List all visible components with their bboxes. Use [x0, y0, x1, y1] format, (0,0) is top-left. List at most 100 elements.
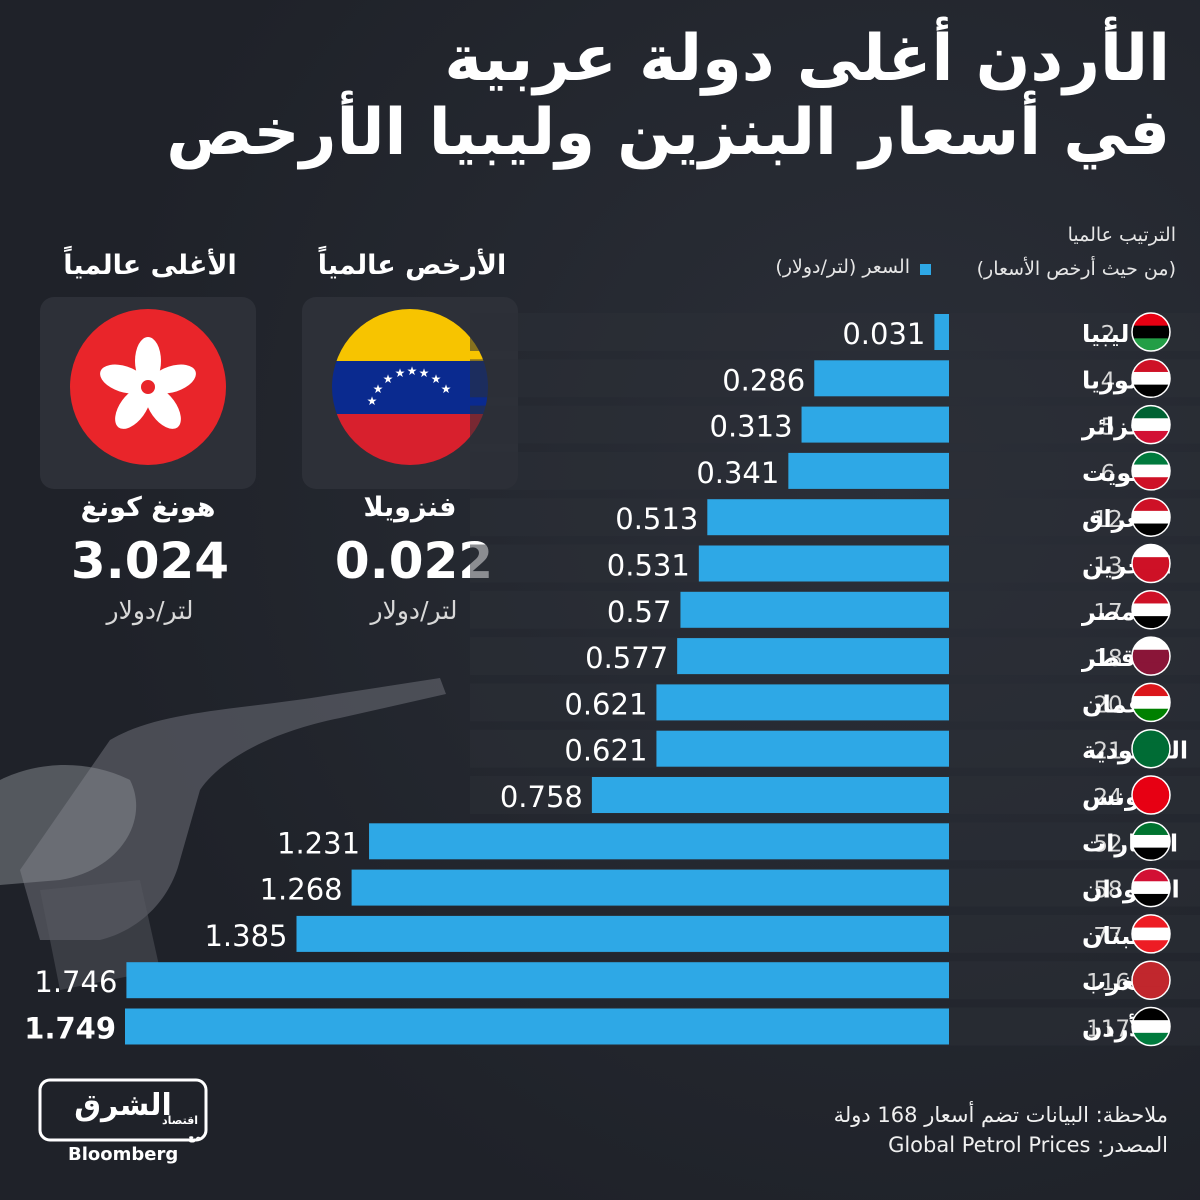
cheapest-unit: لتر/دولار: [370, 596, 458, 625]
value-label: 0.031: [842, 317, 925, 351]
category-label: مصر: [1081, 598, 1135, 626]
svg-text:★: ★: [395, 366, 406, 380]
flag-ring: [1131, 867, 1171, 908]
flag-ring: [1131, 821, 1171, 862]
bar: [814, 360, 949, 397]
expensive-unit: لتر/دولار: [106, 596, 194, 625]
rank-label: 12: [1093, 507, 1122, 533]
hong-kong-flag-icon: [70, 309, 226, 465]
svg-text:★: ★: [407, 364, 418, 378]
flag-ring: [1131, 451, 1171, 491]
bar: [591, 777, 949, 813]
legend-price-label: السعر (لتر/دولار): [775, 256, 910, 278]
rank-label: 20: [1093, 692, 1122, 718]
rank-label: 52: [1093, 831, 1122, 857]
flag-ring: [1131, 1006, 1171, 1047]
expensive-value: 3.024: [70, 532, 230, 590]
bar: [656, 730, 949, 767]
value-label: 0.313: [710, 410, 793, 444]
logo-sub: اقتصاد: [162, 1114, 199, 1127]
flag-ring: [1131, 543, 1171, 584]
bar: [698, 545, 949, 582]
flag-ring: [1131, 775, 1171, 815]
legend-rank-sub: (من حيث أرخص الأسعار): [976, 258, 1176, 280]
rank-label: 77: [1093, 924, 1122, 950]
footer-source: المصدر: Global Petrol Prices: [888, 1133, 1168, 1157]
bar: [707, 499, 949, 536]
rank-label: 24: [1093, 785, 1122, 811]
rank-label: 21: [1093, 739, 1122, 765]
bar: [680, 591, 949, 628]
svg-text:★: ★: [367, 394, 378, 408]
svg-text:★: ★: [431, 372, 442, 386]
legend-swatch: [920, 264, 931, 275]
bar: [656, 684, 949, 721]
value-label: 1.231: [277, 826, 360, 860]
flag-ring: [1131, 636, 1171, 676]
title-line-2: في أسعار البنزين وليبيا الأرخص: [166, 96, 1171, 170]
value-label: 0.531: [607, 549, 690, 583]
bar: [125, 1008, 949, 1045]
value-label: 1.385: [204, 919, 287, 953]
bar: [934, 314, 949, 350]
rank-label: 17: [1093, 600, 1122, 626]
rank-label: 117: [1086, 1017, 1130, 1043]
value-label: 0.513: [615, 502, 698, 536]
value-label: 1.268: [260, 873, 343, 907]
cheapest-country: فنزويلا: [363, 492, 457, 523]
value-label: 0.577: [585, 641, 668, 675]
svg-text:★: ★: [441, 382, 452, 396]
bar: [801, 406, 949, 443]
venezuela-flag-icon: ★★★ ★ ★ ★ ★★: [332, 309, 488, 465]
bar: [351, 869, 949, 906]
flag-ring: [1131, 914, 1171, 954]
rank-label: 13: [1093, 554, 1122, 580]
rank-label: 6: [1101, 461, 1116, 487]
legend-rank-label: الترتيب عالميا: [1067, 224, 1176, 246]
cheapest-value: 0.022: [334, 532, 494, 590]
bar: [369, 823, 949, 860]
flag-ring: [1131, 404, 1171, 445]
flag-ring: [1131, 497, 1171, 537]
value-label: 0.621: [564, 687, 647, 721]
rank-label: 18: [1093, 646, 1122, 672]
svg-text:★: ★: [419, 366, 430, 380]
rank-label: 116: [1086, 970, 1130, 996]
expensive-heading: الأغلى عالمياً: [63, 250, 237, 281]
rank-label: 5: [1101, 415, 1116, 441]
logo-brand: الشرق: [74, 1088, 172, 1123]
flag-ring: [1131, 358, 1171, 399]
flag-ring: [1131, 590, 1171, 630]
cheapest-heading: الأرخص عالمياً: [317, 250, 507, 281]
bar: [677, 638, 949, 675]
svg-text:★: ★: [383, 372, 394, 386]
category-label: ليبيا: [1082, 320, 1129, 348]
expensive-card: [40, 297, 256, 489]
rank-label: 58: [1093, 878, 1122, 904]
category-label: لبنان: [1082, 922, 1140, 950]
expensive-country: هونغ كونغ: [80, 492, 216, 523]
value-label: 0.286: [722, 363, 805, 397]
value-label: 1.749: [24, 1012, 116, 1046]
flag-ring: [1131, 312, 1171, 352]
svg-text:★: ★: [373, 382, 384, 396]
bar: [296, 915, 949, 952]
value-label: 0.621: [564, 734, 647, 768]
value-label: 0.341: [696, 456, 779, 490]
rank-label: 4: [1101, 368, 1116, 394]
logo-frame-icon: [38, 1078, 208, 1142]
flag-ring: [1131, 682, 1171, 723]
rank-label: 2: [1101, 322, 1116, 348]
logo-with: مع: [188, 1132, 202, 1143]
brand-logo: الشرق اقتصاد مع Bloomberg: [38, 1078, 208, 1170]
row-background: [470, 313, 1200, 351]
bar: [788, 452, 949, 489]
value-label: 1.746: [34, 965, 117, 999]
flag-ring: [1131, 728, 1171, 769]
title-line-1: الأردن أغلى دولة عربية: [444, 22, 1171, 96]
logo-partner: Bloomberg: [68, 1144, 179, 1165]
footer-note: ملاحظة: البيانات تضم أسعار 168 دولة: [833, 1103, 1168, 1127]
category-label: قطر: [1081, 644, 1136, 672]
bar: [126, 962, 949, 999]
